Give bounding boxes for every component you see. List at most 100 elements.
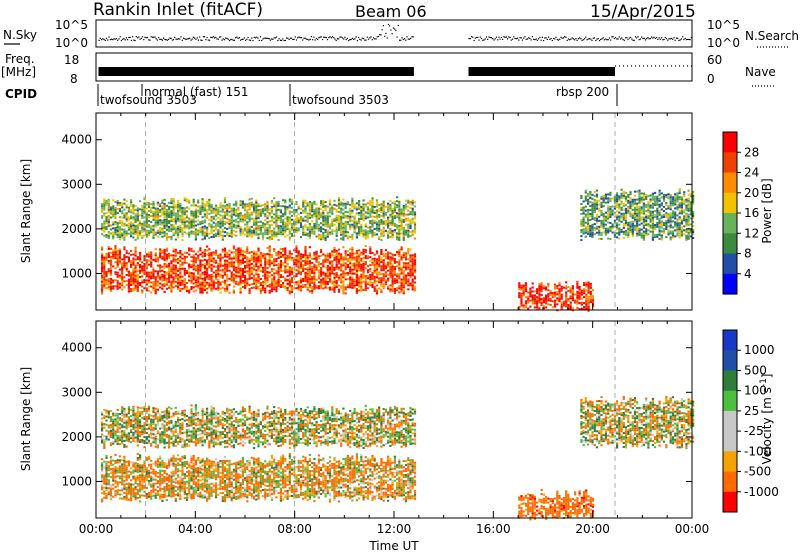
scatter-cell <box>355 234 358 237</box>
scatter-cell <box>360 232 363 234</box>
scatter-cell <box>593 217 596 220</box>
scatter-cell <box>295 263 298 266</box>
scatter-cell <box>277 283 280 285</box>
sky-point <box>535 38 537 40</box>
scatter-cell <box>604 223 607 226</box>
scatter-cell <box>136 280 139 283</box>
scatter-cell <box>369 232 372 235</box>
scatter-cell <box>121 224 124 227</box>
scatter-cell <box>259 253 262 256</box>
scatter-cell <box>246 260 249 263</box>
scatter-cell <box>518 296 521 299</box>
scatter-cell <box>252 252 256 255</box>
scatter-cell <box>264 267 267 270</box>
scatter-cell <box>174 216 177 219</box>
scatter-cell <box>116 204 119 206</box>
scatter-cell <box>114 223 117 225</box>
sky-point <box>338 38 340 40</box>
scatter-cell <box>208 212 211 215</box>
scatter-cell <box>134 268 137 271</box>
scatter-cell <box>226 285 229 288</box>
scatter-cell <box>127 208 130 211</box>
scatter-cell <box>174 250 177 253</box>
sky-point <box>359 38 361 40</box>
scatter-cell <box>375 233 379 236</box>
scatter-cell <box>373 211 376 214</box>
scatter-cell <box>569 291 572 294</box>
scatter-cell <box>101 254 104 257</box>
scatter-cell <box>290 226 294 229</box>
scatter-cell <box>125 206 128 209</box>
freq-strip: Freq. [MHz] 18 8 60 0 Nave <box>1 52 776 87</box>
scatter-cell <box>109 287 113 290</box>
scatter-cell <box>366 265 370 268</box>
sky-point <box>370 36 372 38</box>
scatter-cell <box>194 253 197 256</box>
scatter-cell <box>259 288 262 290</box>
scatter-cell <box>203 227 206 230</box>
scatter-cell <box>266 217 269 220</box>
scatter-cell <box>369 276 372 279</box>
sky-point <box>315 37 317 39</box>
scatter-cell <box>346 272 349 274</box>
sky-point <box>132 36 134 38</box>
scatter-cell <box>380 253 383 255</box>
scatter-cell <box>340 255 343 258</box>
scatter-cell <box>192 216 195 219</box>
scatter-cell <box>185 270 189 272</box>
scatter-cell <box>130 235 133 238</box>
scatter-cell <box>219 214 222 217</box>
scatter-cell <box>304 245 307 248</box>
scatter-cell <box>190 226 193 229</box>
scatter-cell <box>130 227 133 230</box>
scatter-cell <box>201 273 204 276</box>
scatter-cell <box>583 288 586 291</box>
sky-point <box>485 36 488 38</box>
scatter-cell <box>150 273 153 276</box>
scatter-cell <box>264 205 267 208</box>
scatter-cell <box>107 200 110 203</box>
sky-point <box>319 36 321 38</box>
scatter-cell <box>270 284 273 287</box>
scatter-cell <box>295 227 298 230</box>
scatter-cell <box>311 292 314 294</box>
scatter-cell <box>389 268 392 271</box>
scatter-cell <box>604 193 607 196</box>
scatter-cell <box>192 274 195 277</box>
scatter-cell <box>248 212 251 215</box>
scatter-cell <box>611 225 614 228</box>
scatter-cell <box>266 229 269 232</box>
scatter-cell <box>335 279 338 282</box>
scatter-cell <box>181 215 184 218</box>
scatter-cell <box>360 281 363 284</box>
scatter-cell <box>584 195 587 198</box>
scatter-cell <box>324 286 327 289</box>
scatter-cell <box>387 210 390 213</box>
scatter-cell <box>215 234 218 237</box>
scatter-cell <box>387 269 390 272</box>
scatter-cell <box>589 197 592 199</box>
sky-point <box>228 39 231 42</box>
scatter-cell <box>602 219 605 222</box>
scatter-cell <box>145 233 148 236</box>
sky-point <box>177 38 180 40</box>
sky-point <box>158 37 160 39</box>
scatter-cell <box>602 221 605 224</box>
beam-label: Beam 06 <box>355 2 427 21</box>
scatter-cell <box>320 285 323 287</box>
scatter-cell <box>402 280 405 283</box>
scatter-cell <box>609 199 612 202</box>
scatter-cell <box>150 225 153 228</box>
scatter-cell <box>565 281 568 284</box>
scatter-cell <box>232 269 235 272</box>
scatter-cell <box>237 223 240 225</box>
scatter-cell <box>244 280 247 283</box>
scatter-cell <box>277 252 280 255</box>
scatter-cell <box>331 220 334 223</box>
scatter-cell <box>156 215 159 218</box>
scatter-cell <box>145 223 148 226</box>
sky-point <box>314 39 316 41</box>
scatter-cell <box>282 263 285 266</box>
sky-point <box>197 39 199 41</box>
scatter-cell <box>382 212 385 215</box>
